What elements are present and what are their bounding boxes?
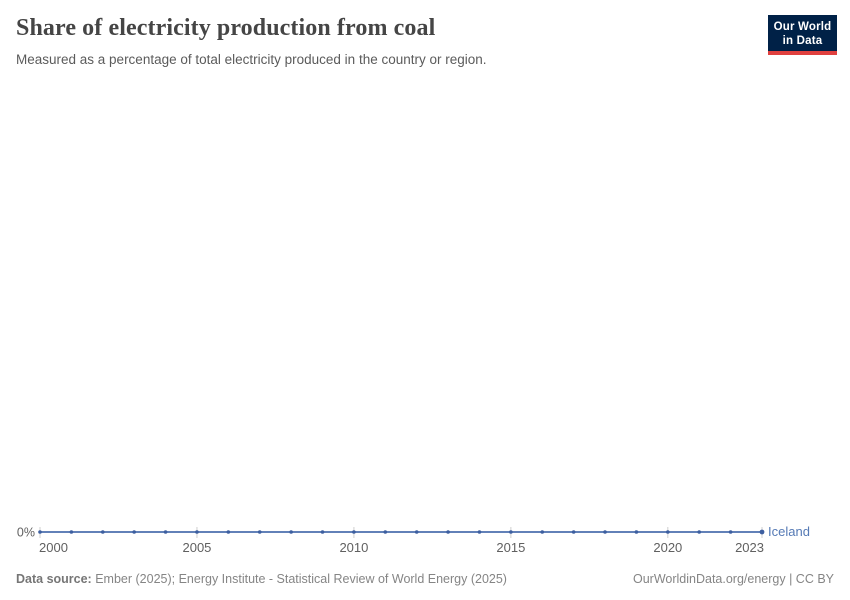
owid-logo-line2: in Data	[782, 35, 823, 47]
data-point	[571, 530, 576, 534]
chart-title: Share of electricity production from coa…	[16, 15, 436, 41]
data-point	[509, 530, 513, 534]
x-axis-label: 2000	[39, 540, 68, 555]
data-point	[320, 530, 325, 534]
owid-logo: Our World in Data	[768, 15, 837, 55]
data-point	[603, 530, 607, 534]
x-axis-label: 2015	[496, 540, 525, 555]
datasource-label: Data source:	[16, 572, 92, 586]
data-point	[38, 530, 42, 534]
data-point	[163, 530, 168, 534]
data-point	[69, 530, 74, 534]
data-point	[226, 530, 231, 534]
data-point	[257, 530, 262, 534]
data-point	[666, 530, 670, 534]
data-point	[477, 530, 482, 534]
data-point	[697, 530, 702, 534]
datasource-text: Ember (2025); Energy Institute - Statist…	[95, 572, 507, 586]
x-axis-label: 2023	[735, 540, 764, 555]
y-axis-label: 0%	[17, 526, 35, 540]
data-point	[289, 530, 293, 534]
entity-label: Iceland	[768, 524, 810, 539]
data-point	[446, 530, 450, 534]
data-point	[759, 529, 765, 535]
owid-logo-line1: Our World	[773, 21, 832, 33]
data-point	[540, 530, 545, 534]
data-point	[132, 530, 136, 534]
data-point	[383, 530, 388, 534]
data-point	[634, 530, 639, 534]
x-axis-label: 2020	[653, 540, 682, 555]
data-point	[195, 530, 199, 534]
license-link: OurWorldinData.org/energy | CC BY	[632, 572, 834, 586]
data-point	[414, 530, 419, 534]
x-axis-label: 2005	[182, 540, 211, 555]
chart-footer: Data source: Ember (2025); Energy Instit…	[16, 572, 834, 587]
data-point	[728, 530, 733, 534]
chart-header: Share of electricity production from coa…	[16, 14, 740, 68]
chart-subtitle: Measured as a percentage of total electr…	[16, 51, 487, 67]
data-point	[352, 530, 356, 534]
x-axis-label: 2010	[339, 540, 368, 555]
datasource-line: Data source: Ember (2025); Energy Instit…	[16, 572, 507, 587]
data-point	[100, 530, 105, 534]
